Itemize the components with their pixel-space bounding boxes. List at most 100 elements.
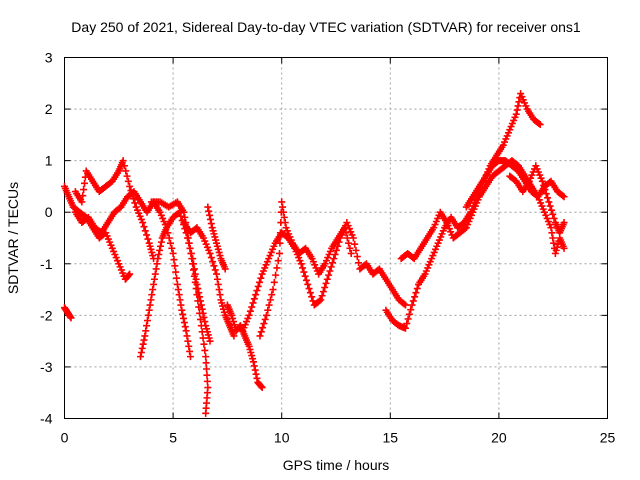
data-point: [413, 285, 421, 293]
data-point: [79, 192, 87, 200]
data-point: [323, 275, 331, 283]
data-point: [173, 280, 181, 288]
data-point: [181, 213, 189, 221]
data-point: [203, 365, 211, 373]
data-point: [166, 239, 174, 247]
data-point: [184, 337, 192, 345]
data-point: [346, 244, 354, 252]
data-point: [265, 301, 273, 309]
data-point: [171, 262, 179, 270]
data-point: [535, 120, 543, 128]
data-point: [180, 314, 188, 322]
data-point: [249, 358, 257, 366]
data-point: [139, 340, 147, 348]
data-point: [214, 280, 222, 288]
data-point: [139, 219, 147, 227]
data-point: [264, 306, 272, 314]
data-point: [326, 267, 334, 275]
data-point: [550, 239, 558, 247]
data-point: [549, 210, 557, 218]
y-axis-label: SDTVAR / TECUs: [5, 182, 21, 294]
data-point: [177, 212, 185, 220]
data-point: [321, 284, 329, 292]
data-point: [137, 353, 145, 361]
data-point: [174, 286, 182, 294]
plot-frame: [64, 57, 608, 419]
data-point: [173, 274, 181, 282]
series-arc1: [61, 182, 134, 283]
y-tick-labels: 3 2 1 0 -1 -2 -3 -4: [40, 50, 53, 427]
data-point: [184, 234, 192, 242]
data-point: [178, 306, 186, 314]
data-point: [221, 265, 229, 273]
data-point: [306, 289, 314, 297]
data-point: [186, 244, 194, 252]
data-point: [80, 186, 88, 194]
data-point: [246, 307, 254, 315]
data-point: [538, 177, 546, 185]
data-point: [190, 265, 198, 273]
data-point: [194, 297, 202, 305]
x-tick-label: 5: [169, 430, 177, 446]
data-point: [196, 315, 204, 323]
data-point: [150, 275, 158, 283]
data-point: [207, 254, 215, 262]
data-point: [257, 383, 265, 391]
data-point: [144, 311, 152, 319]
series-arc8: [204, 203, 229, 273]
data-point: [248, 303, 256, 311]
data-point: [179, 310, 187, 318]
data-point: [341, 224, 349, 232]
data-point: [514, 102, 522, 110]
data-point: [201, 318, 209, 326]
data-point: [560, 193, 568, 201]
data-point: [165, 234, 173, 242]
data-point: [559, 192, 567, 200]
data-point: [120, 162, 128, 170]
data-point: [156, 246, 164, 254]
data-point: [123, 172, 131, 180]
data-point: [199, 334, 207, 342]
data-point: [145, 306, 153, 314]
data-point: [198, 328, 206, 336]
data-point: [302, 276, 310, 284]
data-point: [183, 332, 191, 340]
data-point: [351, 240, 359, 248]
series-arc13: [397, 157, 568, 263]
series-arc6: [147, 198, 212, 417]
data-point: [202, 353, 210, 361]
data-point: [256, 278, 264, 286]
data-point: [187, 249, 195, 257]
data-point: [402, 301, 410, 309]
data-point: [542, 190, 550, 198]
data-point: [140, 223, 148, 231]
data-point: [207, 220, 215, 228]
data-point: [549, 234, 557, 242]
data-point: [252, 370, 260, 378]
x-tick-label: 25: [600, 430, 616, 446]
data-point: [190, 266, 198, 274]
data-point: [352, 246, 360, 254]
data-point: [278, 198, 286, 206]
data-point: [257, 274, 265, 282]
data-point: [253, 287, 261, 295]
data-point: [251, 366, 259, 374]
data-point: [400, 300, 408, 308]
data-point: [141, 332, 149, 340]
data-point: [177, 301, 185, 309]
data-point: [301, 272, 309, 280]
data-point: [266, 296, 274, 304]
data-point: [143, 322, 151, 330]
data-point: [206, 215, 214, 223]
series-arc4: [71, 188, 194, 361]
data-point: [181, 323, 189, 331]
series-arc7: [180, 219, 238, 340]
data-point: [245, 311, 253, 319]
data-point: [186, 347, 194, 355]
data-point: [124, 177, 132, 185]
data-point: [188, 255, 196, 263]
data-point: [512, 110, 520, 118]
data-point: [253, 374, 261, 382]
data-point: [175, 291, 183, 299]
